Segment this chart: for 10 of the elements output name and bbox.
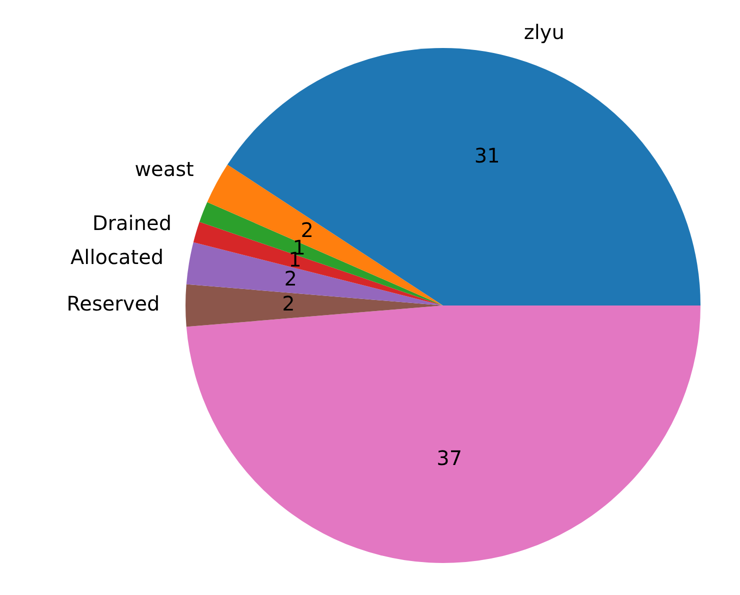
data-label: 2 (282, 292, 295, 316)
slice-label: Drained (92, 210, 172, 235)
slice-label: zlyu (524, 20, 564, 44)
data-label: 37 (436, 446, 462, 470)
data-label: 2 (284, 266, 297, 290)
slice-label: Allocated (70, 245, 164, 270)
data-label: 31 (474, 144, 500, 168)
slice-label: weast (134, 156, 194, 181)
slice-label: Reserved (66, 292, 160, 316)
data-label: 2 (300, 218, 314, 242)
